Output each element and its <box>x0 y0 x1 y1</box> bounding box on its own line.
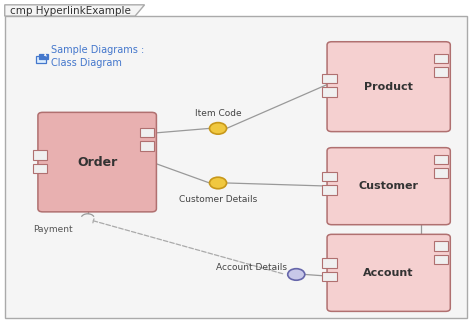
FancyBboxPatch shape <box>322 258 337 268</box>
FancyBboxPatch shape <box>322 74 337 83</box>
Text: Product: Product <box>364 82 413 92</box>
Text: Item Code: Item Code <box>195 109 241 118</box>
FancyBboxPatch shape <box>38 112 156 212</box>
FancyBboxPatch shape <box>434 54 448 63</box>
Circle shape <box>288 269 305 280</box>
Polygon shape <box>5 5 145 16</box>
Text: cmp HyperlinkExample: cmp HyperlinkExample <box>10 5 131 16</box>
FancyBboxPatch shape <box>140 141 154 151</box>
FancyBboxPatch shape <box>434 67 448 77</box>
FancyBboxPatch shape <box>33 164 47 173</box>
Text: Sample Diagrams :
Class Diagram: Sample Diagrams : Class Diagram <box>51 45 144 68</box>
Text: Customer Details: Customer Details <box>179 195 257 204</box>
FancyBboxPatch shape <box>322 87 337 97</box>
FancyBboxPatch shape <box>434 155 448 164</box>
Text: Account Details: Account Details <box>216 263 287 272</box>
Circle shape <box>210 177 227 189</box>
FancyBboxPatch shape <box>33 150 47 160</box>
FancyBboxPatch shape <box>36 56 46 63</box>
FancyBboxPatch shape <box>140 128 154 137</box>
Circle shape <box>210 123 227 134</box>
Text: Customer: Customer <box>359 181 419 191</box>
FancyBboxPatch shape <box>434 255 448 265</box>
FancyBboxPatch shape <box>5 16 467 318</box>
FancyBboxPatch shape <box>322 171 337 181</box>
Text: Order: Order <box>77 156 117 169</box>
Text: Account: Account <box>364 268 414 278</box>
FancyBboxPatch shape <box>327 148 450 225</box>
FancyBboxPatch shape <box>327 234 450 311</box>
FancyBboxPatch shape <box>327 42 450 132</box>
FancyBboxPatch shape <box>39 54 48 59</box>
FancyBboxPatch shape <box>322 272 337 281</box>
Text: Payment: Payment <box>33 225 73 234</box>
FancyBboxPatch shape <box>322 185 337 195</box>
FancyBboxPatch shape <box>434 241 448 251</box>
FancyBboxPatch shape <box>434 168 448 178</box>
